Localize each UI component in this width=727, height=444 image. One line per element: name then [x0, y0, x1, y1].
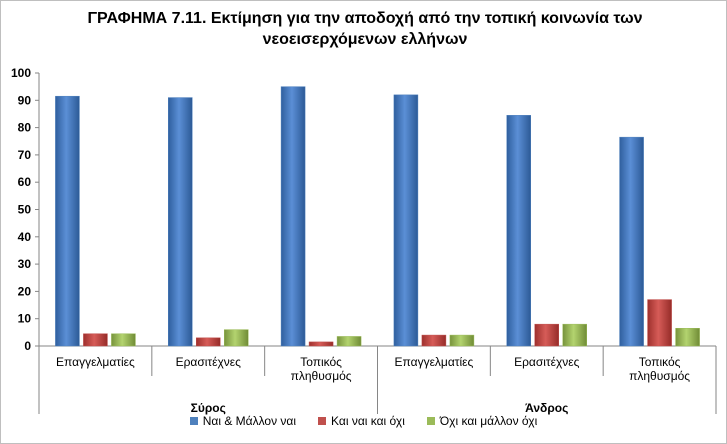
legend-label: Όχι και μάλλον όχι	[439, 414, 538, 428]
y-tick-label: 80	[18, 121, 32, 135]
x-category-label: πληθυσμός	[291, 369, 352, 383]
bar-2-cat-1	[83, 333, 108, 347]
y-tick-label: 40	[18, 230, 32, 244]
chart-title-line-1: ΓΡΑΦΗΜΑ 7.11. Εκτίμηση για την αποδοχή α…	[87, 10, 643, 27]
chart-title: ΓΡΑΦΗΜΑ 7.11. Εκτίμηση για την αποδοχή α…	[40, 8, 690, 50]
y-tick-label: 100	[11, 66, 31, 80]
legend-label: Και ναι και όχι	[331, 414, 405, 428]
bar-1-cat-2	[168, 97, 193, 347]
bar-3-cat-1	[111, 333, 136, 347]
x-category-label: Τοπικός	[300, 355, 342, 369]
y-tick-label: 30	[18, 257, 32, 271]
bar-1-cat-5	[506, 115, 531, 347]
bar-1-cat-1	[55, 95, 80, 347]
bar-3-cat-3	[336, 336, 362, 347]
y-tick-label: 0	[24, 339, 31, 353]
legend-swatch-blue	[189, 417, 198, 425]
chart-legend: Ναι & Μάλλον ναι Και ναι και όχι Όχι και…	[0, 414, 727, 428]
bar-1-cat-3	[280, 86, 306, 347]
x-category-label: Ερασιτέχνες	[514, 355, 580, 369]
x-category-label: Επαγγελματίες	[56, 355, 135, 369]
legend-swatch-green	[426, 417, 435, 425]
bar-3-cat-4	[449, 334, 475, 347]
bar-2-cat-3	[308, 341, 334, 347]
bar-2-cat-2	[196, 337, 221, 347]
legend-swatch-red	[318, 417, 327, 425]
x-category-label: Ερασιτέχνες	[176, 355, 242, 369]
x-category-label: Τοπικός	[639, 355, 681, 369]
bar-3-cat-2	[224, 329, 249, 347]
legend-item-series-2: Και ναι και όχι	[318, 414, 405, 428]
y-tick-label: 60	[18, 175, 32, 189]
x-group-label: Άνδρος	[525, 401, 568, 415]
legend-label: Ναι & Μάλλον ναι	[202, 414, 297, 428]
bar-3-cat-6	[675, 328, 700, 347]
bar-2-cat-6	[647, 299, 672, 347]
bar-1-cat-4	[393, 94, 419, 347]
bar-3-cat-5	[562, 323, 587, 347]
x-category-label: πληθυσμός	[629, 369, 690, 383]
y-tick-label: 50	[18, 203, 32, 217]
bar-1-cat-6	[619, 136, 644, 347]
legend-item-series-3: Όχι και μάλλον όχι	[426, 414, 538, 428]
bar-2-cat-4	[421, 334, 447, 347]
y-tick-label: 20	[18, 284, 32, 298]
chart-title-line-2: νεοεισερχόμενων ελλήνων	[262, 31, 468, 48]
y-tick-label: 70	[18, 148, 32, 162]
x-group-label: Σύρος	[191, 401, 226, 415]
y-tick-label: 90	[18, 93, 32, 107]
y-tick-label: 10	[18, 312, 32, 326]
x-category-label: Επαγγελματίες	[395, 355, 474, 369]
legend-item-series-1: Ναι & Μάλλον ναι	[189, 414, 297, 428]
bar-2-cat-5	[534, 323, 559, 347]
